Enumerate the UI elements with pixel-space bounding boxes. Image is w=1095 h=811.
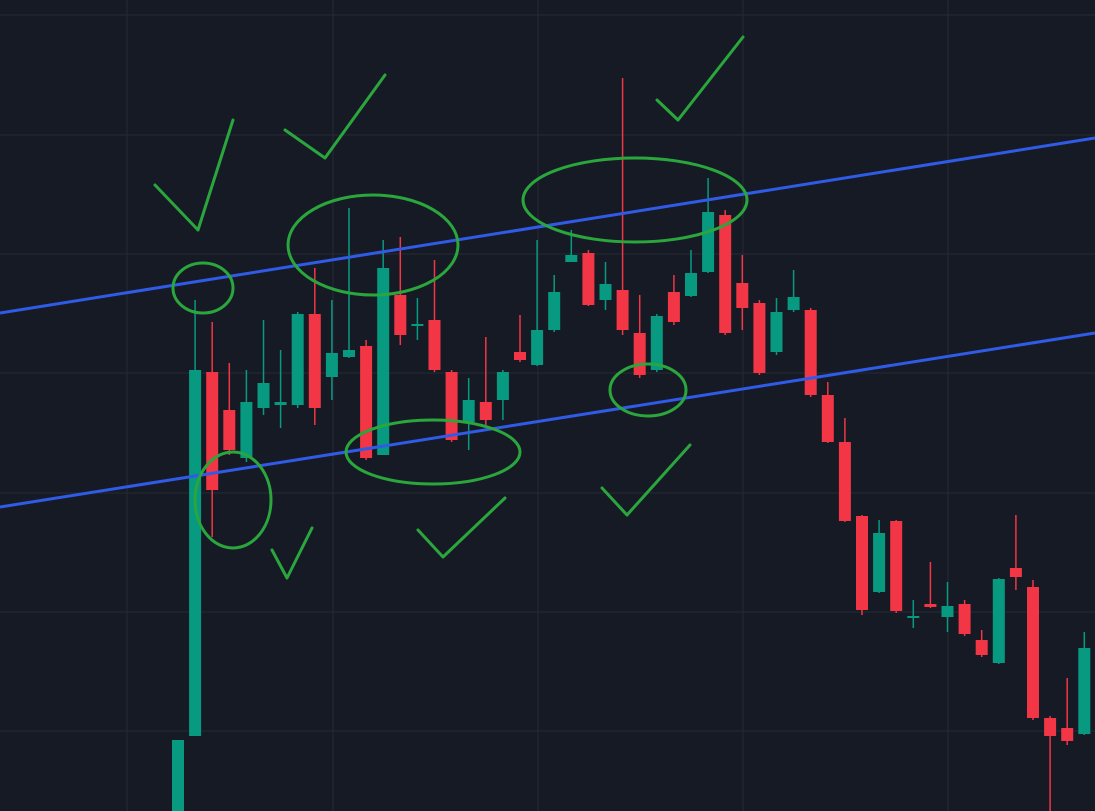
candle-body [924,604,937,607]
candle-body [770,312,783,352]
circle-annotation [521,156,749,244]
candle-body [1061,728,1074,741]
candle-body [360,346,373,458]
candle-body [582,253,595,305]
candle-body [958,604,971,634]
candle-body [667,292,680,322]
circle-annotation [193,450,273,550]
candle-body [189,370,202,736]
candle-body [702,212,715,272]
candle-body [394,295,407,335]
candle-body [736,283,749,308]
candle-body [821,395,834,442]
candle-body [941,606,954,617]
candle-body [787,297,800,310]
candle-body [753,303,766,373]
circle-annotation [286,193,460,297]
check-annotation [416,496,507,559]
circle-annotation [608,362,688,418]
check-annotation [600,443,692,517]
candle-body [428,320,441,370]
candle-body [633,333,646,375]
candle-body [890,521,903,611]
candle-body [616,290,629,330]
circle-annotation [171,261,235,315]
candle-body [873,533,886,592]
candle-body [1009,568,1022,577]
check-annotation [153,118,235,232]
annotations [153,35,749,580]
candle-body [992,579,1005,663]
candle-body [223,410,236,450]
check-annotation [283,73,387,160]
candle-body [599,284,612,300]
candle-body [325,353,338,377]
candle-body [291,314,304,405]
candle-body [496,372,509,400]
candle-body [172,740,184,811]
candle-body [274,402,287,405]
y-grid [0,14,1095,732]
candle-body [531,330,544,365]
candle-body [838,442,851,521]
candle-body [462,400,475,422]
check-annotation [270,526,314,580]
candle-body [719,215,732,333]
candle-body [445,372,458,440]
candle-body [343,350,355,357]
candle-body [856,516,868,610]
lower-channel-line [0,331,1095,509]
candle-body [479,402,492,420]
candle-body [411,324,424,326]
candle-body [1044,718,1057,736]
check-annotation [655,35,745,122]
candle-body [548,292,561,330]
candle-body [565,255,578,262]
candle-body [514,352,526,360]
candle-body [240,402,253,458]
candle-body [1078,648,1091,734]
candle-body [907,616,920,618]
candle-body [975,640,988,655]
candle-body [257,383,270,408]
candles [172,78,1091,811]
candle-body [804,310,817,395]
candle-body [650,316,663,370]
candle-body [1027,587,1039,718]
circle-annotation [344,418,522,486]
candle-body [308,314,321,408]
candle-body [685,273,697,296]
candle-body [377,268,390,455]
